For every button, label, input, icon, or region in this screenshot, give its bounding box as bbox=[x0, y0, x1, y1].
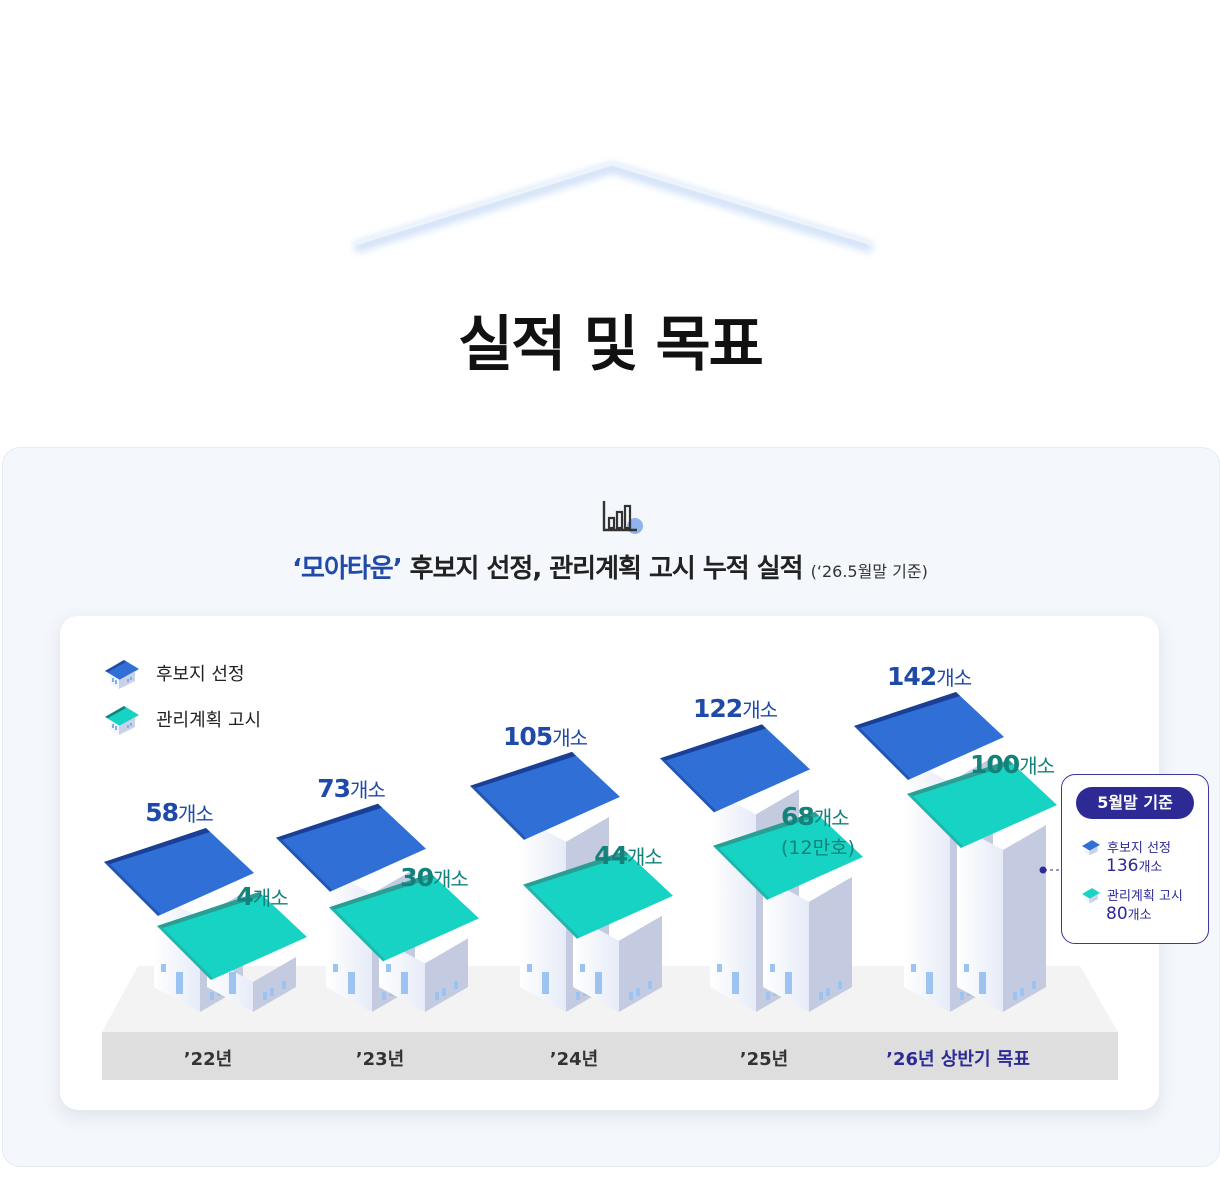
bar-roof-ridge bbox=[907, 760, 1013, 796]
bar-roof-edge bbox=[104, 862, 160, 917]
bar-roof-edge bbox=[523, 884, 579, 939]
house-icon bbox=[105, 660, 139, 689]
data-label: 105개소 bbox=[503, 721, 588, 753]
data-label-unit: 개소 bbox=[742, 698, 778, 723]
chart-legend: 후보지 선정 관리계획 고시 bbox=[102, 650, 261, 742]
bar-roof-ridge bbox=[157, 892, 263, 928]
data-label-value: 4 bbox=[236, 882, 253, 911]
bar-roof-edge bbox=[713, 845, 769, 900]
data-label: 30개소 bbox=[400, 863, 469, 894]
data-label-unit: 개소 bbox=[626, 844, 663, 869]
bar-plan-4 bbox=[907, 760, 1057, 1012]
bar-side-face bbox=[1003, 825, 1046, 1012]
bar-roof-ridge bbox=[523, 850, 629, 887]
bar-roof-ridge bbox=[854, 691, 960, 728]
data-label-unit: 개소 bbox=[432, 867, 469, 892]
data-label-unit: 개소 bbox=[936, 665, 972, 690]
bar-plan-0 bbox=[157, 892, 307, 1012]
legend-item-candidate: 후보지 선정 bbox=[102, 650, 261, 696]
data-label: 44개소 bbox=[594, 840, 663, 872]
bar-front-face bbox=[520, 816, 566, 1012]
bar-front-face bbox=[573, 915, 619, 1012]
bar-front-face bbox=[763, 876, 809, 1012]
data-label-value: 30 bbox=[400, 863, 434, 893]
bar-roof-edge bbox=[660, 758, 716, 813]
bar-windows bbox=[386, 964, 458, 1000]
data-label-unit: 개소 bbox=[1019, 754, 1055, 778]
legend-label-plan: 관리계획 고시 bbox=[156, 710, 262, 731]
status-unit-candidate: 개소 bbox=[1138, 860, 1163, 875]
x-tick-label: ’26년 상반기 목표 bbox=[886, 1049, 1030, 1070]
data-label-value: 73 bbox=[317, 773, 351, 803]
x-tick-label: ’23년 bbox=[355, 1049, 405, 1070]
data-label-value: 68 bbox=[781, 801, 815, 831]
bar-roof-edge bbox=[907, 794, 963, 848]
data-label-unit: 개소 bbox=[813, 805, 850, 830]
status-value-plan: 80 bbox=[1106, 904, 1128, 924]
data-label: 58개소 bbox=[145, 798, 214, 829]
x-tick-label: ’22년 bbox=[183, 1049, 233, 1070]
bar-roof-ridge bbox=[713, 811, 819, 848]
data-label: 73개소 bbox=[317, 773, 386, 805]
status-item-candidate: 후보지 선정 136개소 bbox=[1080, 837, 1171, 876]
bar-windows bbox=[770, 964, 842, 1000]
status-value-candidate: 136 bbox=[1106, 856, 1139, 876]
data-label-unit: 개소 bbox=[252, 886, 289, 910]
data-label: 4개소 bbox=[236, 882, 289, 913]
bar-roof-edge bbox=[276, 837, 332, 892]
legend-item-plan: 관리계획 고시 bbox=[102, 696, 261, 742]
data-label: 68개소 (12만호) bbox=[781, 802, 855, 863]
house-icon bbox=[105, 706, 139, 735]
x-tick-label: ’25년 bbox=[739, 1049, 789, 1070]
bar-roof-edge bbox=[854, 725, 910, 780]
status-label-plan: 관리계획 고시 bbox=[1107, 889, 1183, 904]
data-label-unit: 개소 bbox=[552, 725, 588, 750]
data-label-unit: 개소 bbox=[349, 777, 386, 802]
data-label-value: 100 bbox=[970, 750, 1020, 779]
house-icon bbox=[1082, 887, 1100, 903]
bar-plan-1 bbox=[329, 873, 479, 1012]
data-label-unit: 개소 bbox=[177, 802, 214, 827]
data-label-value: 122 bbox=[693, 694, 743, 724]
bar-plan-3 bbox=[713, 811, 863, 1012]
house-icon bbox=[1082, 839, 1100, 855]
data-label-annotation: (12만호) bbox=[781, 836, 855, 859]
bar-side-face bbox=[809, 876, 852, 1012]
data-label-value: 58 bbox=[145, 798, 179, 828]
x-tick-label: ’24년 bbox=[549, 1049, 599, 1070]
status-unit-plan: 개소 bbox=[1127, 908, 1152, 923]
bar-roof-edge bbox=[470, 785, 526, 840]
data-label: 122개소 bbox=[693, 694, 778, 725]
status-connector-dot bbox=[1039, 866, 1047, 874]
roof-decoration bbox=[353, 162, 874, 253]
chart-subtitle: ‘모아타운’ 후보지 선정, 관리계획 고시 누적 실적 (‘26.5월말 기준… bbox=[0, 548, 1220, 585]
brand-name: ‘모아타운’ bbox=[292, 554, 402, 584]
bar-roof-edge bbox=[157, 926, 213, 980]
bar-roof-edge bbox=[329, 907, 385, 962]
legend-label-candidate: 후보지 선정 bbox=[156, 664, 245, 685]
bar-roof-ridge bbox=[660, 724, 766, 761]
bar-roof-ridge bbox=[470, 751, 576, 788]
status-title: 5월말 기준 bbox=[1076, 787, 1194, 819]
subtitle-text: 후보지 선정, 관리계획 고시 누적 실적 bbox=[401, 554, 811, 584]
page-title: 실적 및 목표 bbox=[458, 310, 764, 380]
data-label-value: 44 bbox=[594, 840, 628, 870]
bar-chart-icon bbox=[602, 501, 643, 534]
bar-roof-ridge bbox=[104, 828, 210, 865]
data-label-value: 142 bbox=[887, 661, 937, 691]
data-label: 142개소 bbox=[887, 661, 972, 693]
bar-plan-2 bbox=[523, 850, 673, 1012]
subtitle-note: (‘26.5월말 기준) bbox=[810, 562, 928, 581]
data-label-value: 105 bbox=[503, 721, 553, 751]
data-label: 100개소 bbox=[970, 750, 1055, 781]
bar-roof-ridge bbox=[329, 873, 435, 910]
status-label-candidate: 후보지 선정 bbox=[1107, 841, 1171, 856]
bar-windows bbox=[964, 964, 1036, 1000]
status-item-plan: 관리계획 고시 80개소 bbox=[1080, 885, 1183, 924]
bar-roof-ridge bbox=[276, 803, 382, 840]
status-box: 5월말 기준 후보지 선정 136개소 관리계획 고시 80개소 bbox=[1061, 774, 1209, 944]
bar-windows bbox=[580, 964, 652, 1000]
